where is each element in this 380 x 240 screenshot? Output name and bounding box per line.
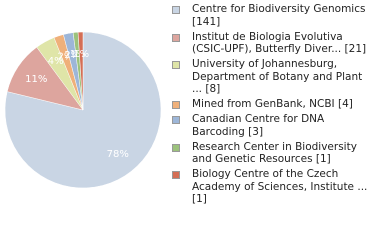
- legend-label: University of Johannesburg, Department o…: [192, 58, 363, 95]
- legend-swatch: [172, 61, 180, 69]
- slice-label: 1%: [73, 49, 89, 60]
- legend-swatch: [172, 143, 180, 152]
- legend-label: Research Center in Biodiversity and Gene…: [192, 140, 357, 166]
- legend-item: Biology Centre of the Czech Academy of S…: [172, 168, 372, 206]
- legend-swatch: [172, 101, 180, 109]
- legend-swatch: [172, 6, 180, 14]
- legend-label: Institut de Biologia Evolutiva (CSIC-UPF…: [192, 30, 367, 56]
- legend-label: Canadian Centre for DNA Barcoding [3]: [192, 113, 325, 138]
- slice-label: 11%: [25, 74, 47, 85]
- slice-label: 4%: [48, 56, 64, 67]
- legend-item: Canadian Centre for DNA Barcoding [3]: [172, 113, 372, 138]
- slice-label: 2%: [64, 50, 80, 61]
- legend-swatch: [172, 171, 180, 179]
- legend-label: Biology Centre of the Czech Academy of S…: [192, 168, 368, 205]
- legend-swatch: [172, 116, 180, 124]
- legend-item: Mined from GenBank, NCBI [4]: [172, 98, 372, 111]
- legend-item: Research Center in Biodiversity and Gene…: [172, 141, 372, 166]
- legend: Centre for Biodiversity Genomics [141] In…: [172, 3, 372, 208]
- pie-slice: [77, 31, 84, 111]
- legend-item: Institut de Biologia Evolutiva (CSIC-UPF…: [172, 31, 372, 56]
- slice-label: 1%: [70, 49, 86, 60]
- legend-item: University of Johannesburg, Department o…: [172, 58, 372, 96]
- legend-item: Centre for Biodiversity Genomics [141]: [172, 3, 372, 28]
- slice-label: 2%: [58, 52, 74, 63]
- legend-label: Centre for Biodiversity Genomics [141]: [192, 3, 366, 28]
- pie-chart: 78%11%4%2%2%1%1%: [4, 31, 162, 189]
- legend-swatch: [172, 33, 180, 42]
- slice-label: 78%: [107, 149, 129, 160]
- legend-label: Mined from GenBank, NCBI [4]: [192, 98, 353, 110]
